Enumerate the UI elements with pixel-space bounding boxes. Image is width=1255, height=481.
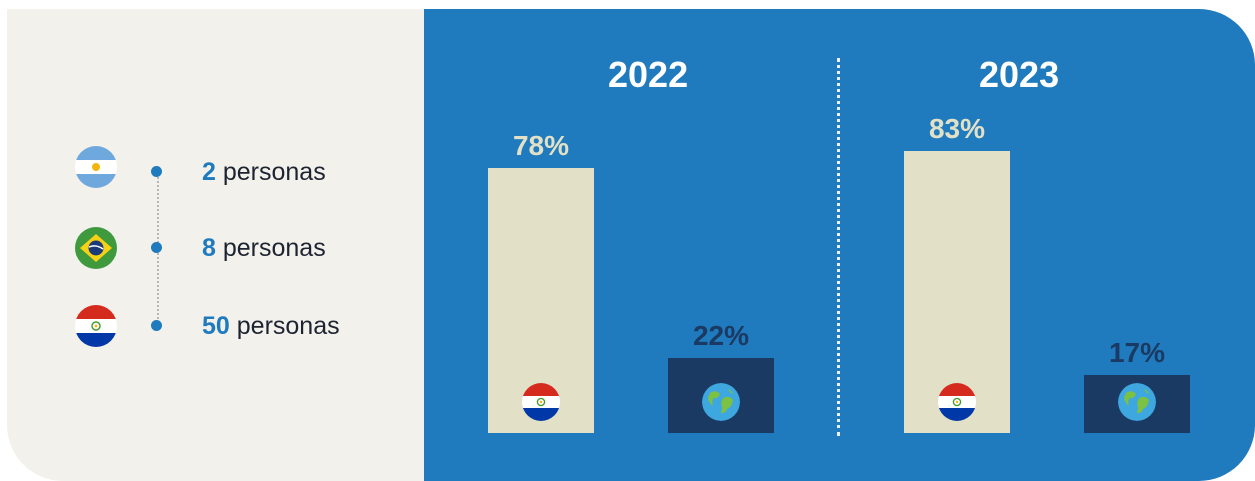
year-divider — [837, 58, 840, 436]
legend-item-argentina: 2 personas — [202, 158, 326, 187]
legend-dot — [151, 320, 162, 331]
chart-title-2023: 2023 — [979, 54, 1060, 95]
paraguay-flag-icon — [522, 382, 560, 421]
bar-world-2023 — [1084, 375, 1190, 433]
data-label-paraguay-2023: 83% — [928, 112, 986, 144]
legend-item-brazil: 8 personas — [202, 234, 326, 263]
legend-dot — [151, 166, 162, 177]
legend-unit: personas — [222, 234, 326, 262]
legend-unit: personas — [222, 158, 326, 186]
legend-count: 2 — [202, 158, 216, 186]
data-label-world-2022: 22% — [692, 320, 750, 352]
legend-unit: personas — [236, 312, 340, 340]
bar-paraguay-2023 — [904, 150, 1010, 433]
chart-title-2022: 2022 — [608, 54, 689, 95]
paraguay-flag-icon — [938, 382, 976, 421]
bar-world-2022 — [668, 358, 774, 433]
data-label-world-2023: 17% — [1108, 337, 1166, 369]
legend-dot — [151, 242, 162, 253]
globe-icon — [1118, 382, 1156, 421]
legend-count: 8 — [202, 234, 216, 262]
argentina-flag-icon — [75, 146, 117, 188]
legend-count: 50 — [202, 312, 230, 340]
globe-icon — [702, 382, 740, 421]
brazil-flag-icon — [75, 227, 117, 269]
legend-item-paraguay: 50 personas — [202, 312, 340, 341]
bar-paraguay-2022 — [488, 167, 594, 433]
paraguay-flag-icon — [75, 305, 117, 347]
data-label-paraguay-2022: 78% — [512, 129, 570, 161]
